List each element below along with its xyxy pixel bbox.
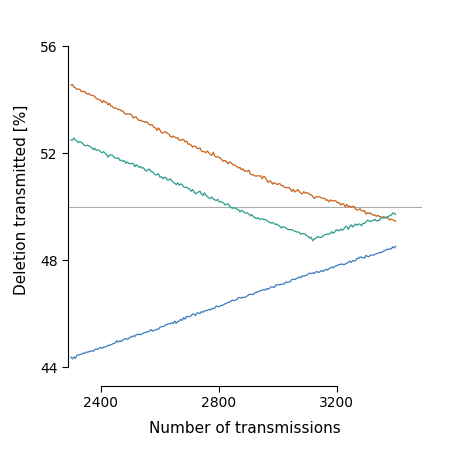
Y-axis label: Deletion transmitted [%]: Deletion transmitted [%] <box>14 105 29 295</box>
X-axis label: Number of transmissions: Number of transmissions <box>149 421 341 437</box>
